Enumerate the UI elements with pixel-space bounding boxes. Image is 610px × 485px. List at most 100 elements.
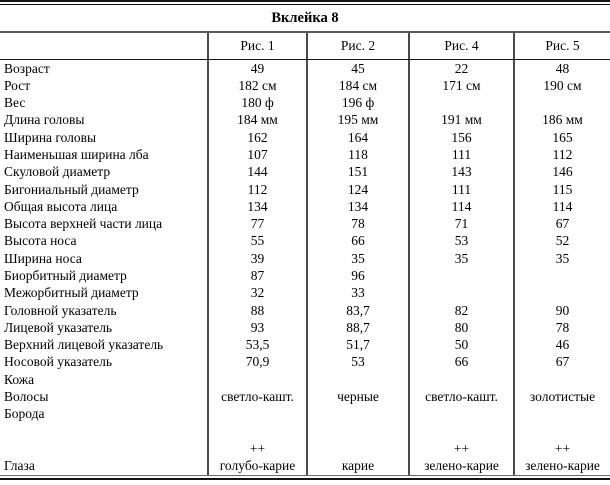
row-label: Глаза <box>4 458 35 474</box>
row-value: 144 <box>207 163 306 181</box>
row-value: золотистые <box>513 388 610 406</box>
table-row: Глаза голубо-карие карие зелено-карие зелено… <box>0 457 610 475</box>
table-row: Длина головы 184 мм 195 мм 191 мм 186 мм <box>0 111 610 130</box>
row-value: 124 <box>306 180 408 199</box>
row-value: 66 <box>306 232 408 251</box>
row-value: 114 <box>408 198 513 216</box>
table-row: Высота носа 55 66 53 52 <box>0 232 610 251</box>
row-value: 78 <box>306 215 408 233</box>
row-label: Межорбитный диаметр <box>4 285 139 301</box>
row-value <box>207 405 306 423</box>
table-body: Возраст 49 45 22 48 Рост 182 см 184 см 171 см 190… <box>0 60 610 475</box>
row-value: 171 см <box>408 77 513 95</box>
table-row: Возраст 49 45 22 48 <box>0 60 610 78</box>
row-value: светло-кашт. <box>207 388 306 406</box>
row-label: Общая высота лица <box>4 198 118 214</box>
row-value: 96 <box>306 267 408 285</box>
table-row <box>0 422 610 441</box>
table-row: Ширина носа 39 35 35 35 <box>0 250 610 268</box>
row-value: 49 <box>207 60 306 78</box>
row-label: Биорбитный диаметр <box>4 268 127 284</box>
row-value: 39 <box>207 250 306 268</box>
table-row: Бигониальный диаметр 112 124 111 115 <box>0 180 610 199</box>
table-row: Ширина головы 162 164 156 165 <box>0 129 610 147</box>
row-value: черные <box>306 388 408 406</box>
table-row: Скуловой диаметр 144 151 143 146 <box>0 163 610 181</box>
row-value <box>306 371 408 389</box>
row-label: Верхний лицевой указатель <box>4 337 164 353</box>
row-value: 196 ф <box>306 94 408 112</box>
row-value: светло-кашт. <box>408 388 513 406</box>
row-label: Рост <box>4 77 31 93</box>
row-value: 182 см <box>207 77 306 95</box>
row-value: 195 мм <box>306 111 408 130</box>
row-value: 134 <box>207 198 306 216</box>
row-value <box>408 267 513 285</box>
header-col-fig2: Рис. 2 <box>306 33 408 59</box>
row-value: 77 <box>207 215 306 233</box>
table-row: ++ ++ ++ <box>0 440 610 458</box>
row-value: 184 мм <box>207 111 306 130</box>
row-value: 35 <box>306 250 408 268</box>
table-row: Общая высота лица 134 134 114 114 <box>0 198 610 216</box>
title-divider-rule <box>0 31 610 33</box>
header-divider-rule <box>0 59 610 60</box>
row-value <box>408 94 513 112</box>
row-value: 32 <box>207 284 306 302</box>
row-label: Волосы <box>4 388 49 404</box>
table-title-row: Вклейка 8 <box>0 5 610 31</box>
header-empty-cell <box>0 33 207 59</box>
row-value <box>513 405 610 423</box>
row-value: 162 <box>207 129 306 147</box>
row-value: 67 <box>513 353 610 372</box>
table-row: Наименьшая ширина лба 107 118 111 112 <box>0 146 610 164</box>
row-value: 53 <box>408 232 513 251</box>
row-value: 190 см <box>513 77 610 95</box>
row-value: 52 <box>513 232 610 251</box>
row-value: 114 <box>513 198 610 216</box>
top-rule-thick <box>0 0 610 2</box>
row-value <box>207 422 306 441</box>
row-value <box>513 284 610 302</box>
row-label: Лицевой указатель <box>4 319 113 335</box>
table-row: Носовой указатель 70,9 53 66 67 <box>0 353 610 372</box>
row-label: Высота носа <box>4 233 77 249</box>
row-value <box>306 422 408 441</box>
table-row: Кожа <box>0 371 610 389</box>
row-value: 33 <box>306 284 408 302</box>
row-value: 118 <box>306 146 408 164</box>
row-value <box>513 371 610 389</box>
row-value <box>408 371 513 389</box>
row-value: 80 <box>408 319 513 337</box>
table-row: Лицевой указатель 93 88,7 80 78 <box>0 319 610 337</box>
table-row: Волосы светло-кашт. черные светло-кашт. золо… <box>0 388 610 406</box>
row-value: 93 <box>207 319 306 337</box>
row-label: Высота верхней части лица <box>4 216 163 232</box>
top-rule-thin <box>0 4 610 5</box>
row-value: зелено-карие <box>408 457 513 475</box>
table-row: Межорбитный диаметр 32 33 <box>0 284 610 302</box>
row-value: 112 <box>207 180 306 199</box>
row-value: 83,7 <box>306 301 408 320</box>
table-row: Биорбитный диаметр 87 96 <box>0 267 610 285</box>
row-value: 88 <box>207 301 306 320</box>
row-value <box>513 422 610 441</box>
row-value: 35 <box>408 250 513 268</box>
row-value: 134 <box>306 198 408 216</box>
row-value: голубо-карие <box>207 457 306 475</box>
row-label: Наименьшая ширина лба <box>4 147 149 163</box>
row-value <box>408 405 513 423</box>
row-label <box>0 440 207 457</box>
row-value: 165 <box>513 129 610 147</box>
row-label: Бигониальный диаметр <box>4 181 139 197</box>
row-label: Возраст <box>4 60 50 76</box>
row-value <box>306 405 408 423</box>
header-col-fig5: Рис. 5 <box>513 33 610 59</box>
row-value: 55 <box>207 232 306 251</box>
row-value <box>408 284 513 302</box>
row-label: Скуловой диаметр <box>4 164 111 180</box>
row-value: 180 ф <box>207 94 306 112</box>
bottom-rule-thin <box>0 474 610 476</box>
row-label: Носовой указатель <box>4 354 113 370</box>
